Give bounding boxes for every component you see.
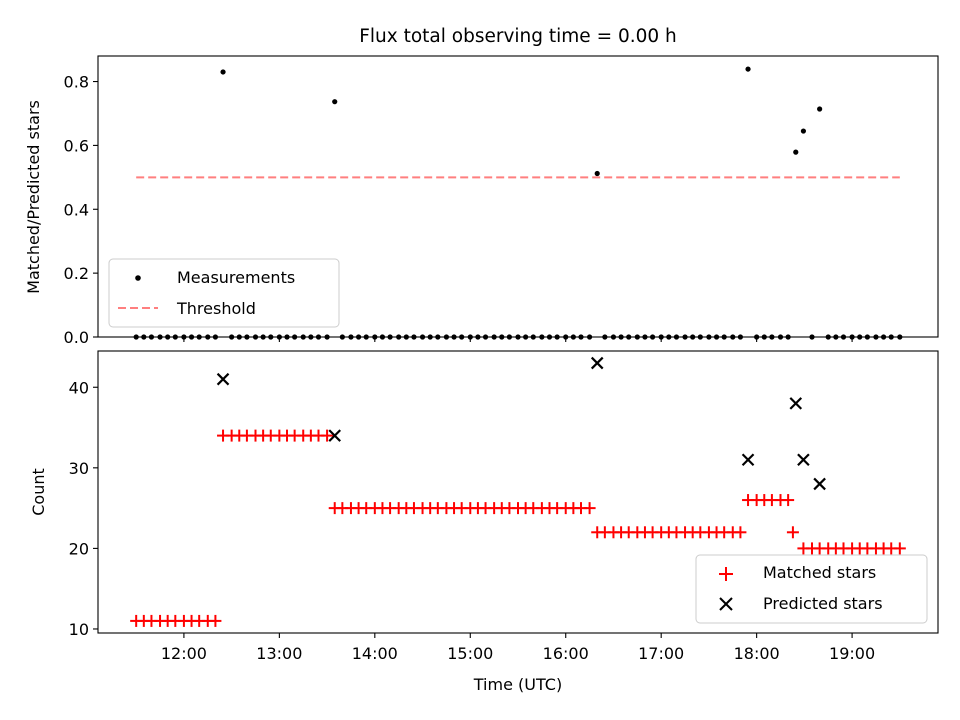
legend-predicted-marker [719,597,733,611]
top-plot-area [133,66,903,340]
bottom-x-axis: 12:00 13:00 14:00 15:00 16:00 17:00 18:00 19:00 [161,633,875,663]
predicted-star-point [741,453,755,467]
top-y-tick-label: 0.2 [64,264,89,283]
predicted-star-point [590,356,604,370]
bottom-y-tick-label: 20 [69,539,89,558]
top-y-tick-label: 0.0 [64,328,89,347]
bottom-y-axis: 10 20 30 40 [69,378,98,639]
matched-star-point [209,614,222,627]
top-legend-box [108,258,340,328]
legend-measurements-marker [135,275,141,281]
bottom-y-tick-label: 30 [69,459,89,478]
top-panel: Flux total observing time = 0.00 h 0.00.… [24,26,939,347]
predicted-star-point [328,429,342,442]
matched-star-point [786,526,799,539]
top-y-tick-label: 0.6 [64,136,89,155]
top-legend: Measurements Threshold [108,258,340,328]
top-y-axis: 0.0 0.2 0.4 0.6 0.8 [64,73,98,347]
measurement-point [745,66,751,72]
top-y-tick-label: 0.8 [64,73,89,92]
bottom-legend: Matched stars Predicted stars [695,554,928,624]
measurement-point [220,69,226,75]
measurement-point [800,128,807,134]
bottom-y-tick-label: 10 [69,620,89,639]
chart-title: Flux total observing time = 0.00 h [359,26,677,47]
predicted-star-point [813,477,826,491]
matched-star-point [893,542,906,555]
predicted-star-point [789,397,803,410]
x-tick-label: 12:00 [161,644,207,663]
x-tick-label: 19:00 [829,644,875,663]
measurement-point [332,99,338,105]
bottom-y-tick-label: 40 [69,378,89,397]
bottom-plot-area [130,356,906,627]
matched-star-point [583,502,596,515]
predicted-star-point [797,453,810,467]
legend-measurements-label: Measurements [177,268,295,287]
measurement-point [817,106,823,112]
x-tick-label: 14:00 [352,644,398,663]
bottom-legend-box [695,554,928,624]
top-y-axis-label: Matched/Predicted stars [24,100,43,294]
x-tick-label: 13:00 [256,644,302,663]
legend-predicted-label: Predicted stars [763,594,883,613]
x-axis-label: Time (UTC) [473,675,562,694]
matched-star-point [321,429,334,442]
top-axes-frame [97,55,939,338]
x-tick-label: 18:00 [734,644,780,663]
bottom-axes-frame [97,350,939,634]
top-y-tick-label: 0.4 [64,200,89,219]
legend-threshold-label: Threshold [176,299,256,318]
x-tick-label: 16:00 [543,644,589,663]
top-x-axis [183,337,853,342]
predicted-star-point [216,372,230,386]
bottom-y-axis-label: Count [29,468,48,516]
legend-matched-marker [719,567,733,581]
x-tick-label: 17:00 [638,644,684,663]
measurement-point [793,149,799,155]
legend-matched-label: Matched stars [763,563,876,582]
matched-star-point [782,494,795,507]
x-tick-label: 15:00 [447,644,493,663]
measurement-point [594,170,600,177]
matched-star-point [734,526,747,539]
